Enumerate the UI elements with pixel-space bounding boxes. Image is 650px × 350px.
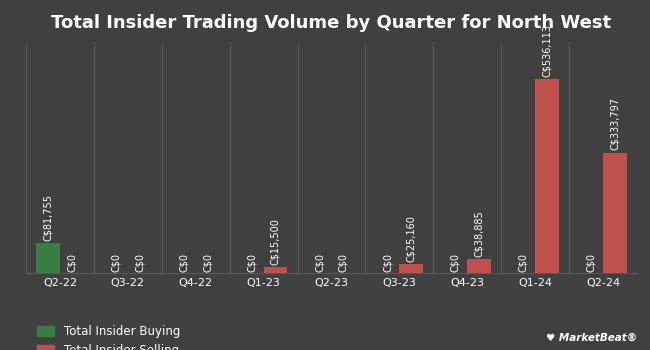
Bar: [264, 267, 287, 273]
Text: C$0: C$0: [247, 253, 257, 272]
Text: C$333,797: C$333,797: [610, 97, 620, 150]
Bar: [399, 264, 423, 273]
Text: C$38,885: C$38,885: [474, 210, 484, 257]
Bar: [535, 79, 559, 273]
Text: C$0: C$0: [339, 253, 348, 272]
Text: C$0: C$0: [135, 253, 145, 272]
Text: C$0: C$0: [203, 253, 213, 272]
Text: C$0: C$0: [111, 253, 121, 272]
Bar: [467, 259, 491, 273]
Bar: [603, 153, 627, 273]
Text: C$25,160: C$25,160: [406, 215, 416, 262]
Text: C$0: C$0: [315, 253, 324, 272]
Text: C$81,755: C$81,755: [43, 194, 53, 242]
Text: C$0: C$0: [179, 253, 189, 272]
Legend: Total Insider Buying, Total Insider Selling: Total Insider Buying, Total Insider Sell…: [32, 321, 185, 350]
Text: C$0: C$0: [450, 253, 460, 272]
Title: Total Insider Trading Volume by Quarter for North West: Total Insider Trading Volume by Quarter …: [51, 14, 612, 32]
Text: C$0: C$0: [586, 253, 596, 272]
Text: C$536,113: C$536,113: [542, 25, 552, 77]
Text: C$15,500: C$15,500: [270, 218, 281, 265]
Text: ♥ MarketBeat®: ♥ MarketBeat®: [546, 333, 637, 343]
Text: C$0: C$0: [382, 253, 393, 272]
Bar: [36, 244, 60, 273]
Text: C$0: C$0: [518, 253, 528, 272]
Text: C$0: C$0: [67, 253, 77, 272]
